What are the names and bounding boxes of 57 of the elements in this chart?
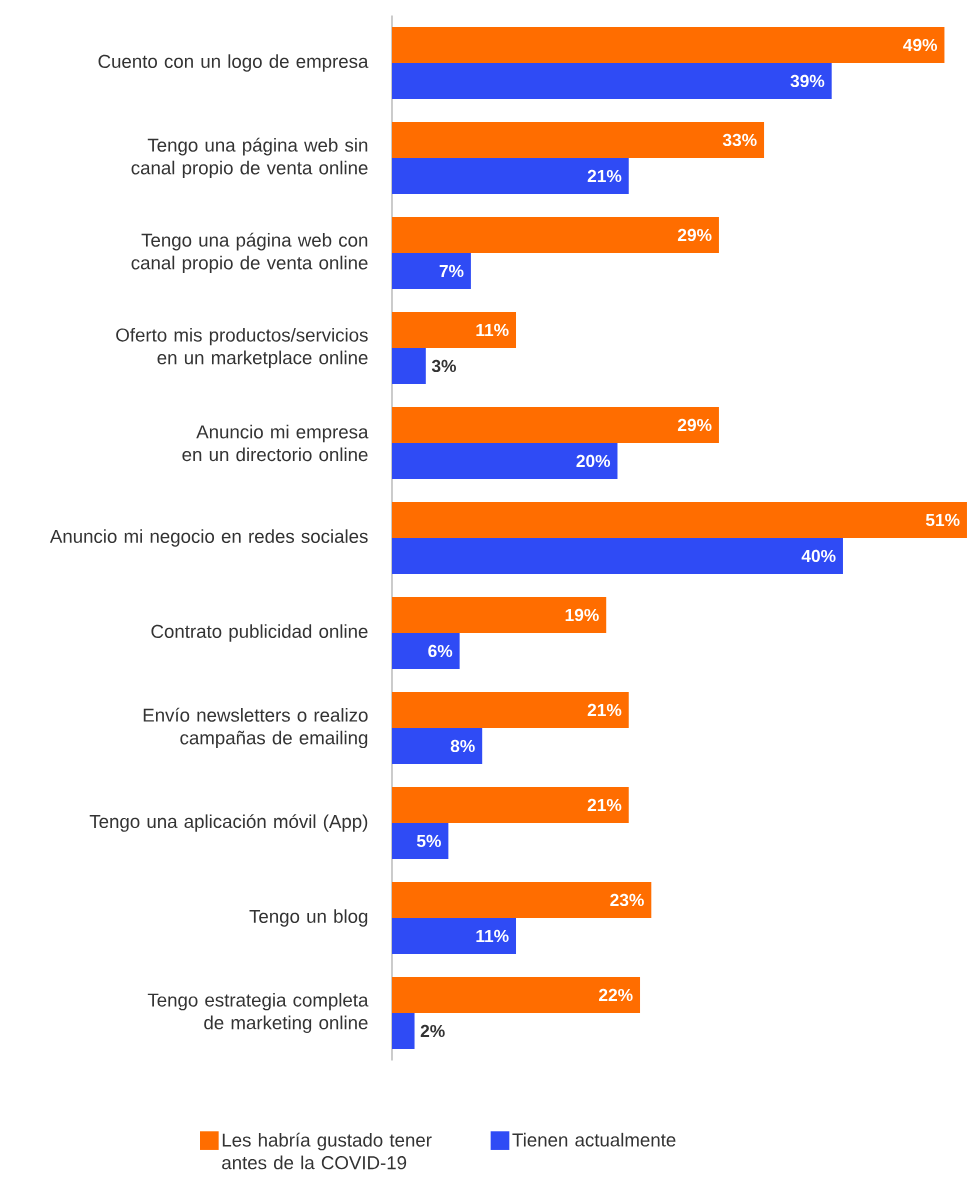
legend-label: Tienen actualmente [512,1132,676,1147]
y-tick-label: Tengo una página web sin canal propio de venta online [131,137,368,179]
bar [391,501,967,538]
bar [391,881,652,918]
bar [391,537,843,574]
y-tick-label: Tengo un blog [249,909,368,927]
bar [391,822,449,859]
y-tick-label: Tengo una página web con canal propio de venta online [131,232,368,274]
bar [391,917,517,954]
bar [391,406,719,443]
bar [391,311,517,348]
y-tick-label: Cuento con un logo de empresa [98,54,369,72]
bar [391,121,765,158]
data-label: 29% [677,228,712,242]
data-label: 51% [925,513,960,527]
bar [391,976,641,1013]
bar [391,62,832,99]
bar [391,727,483,764]
bar [391,691,629,728]
data-label: 20% [576,454,611,468]
data-label: 29% [677,418,712,432]
data-label: 21% [587,798,622,812]
bar [391,347,426,384]
data-label: 6% [428,644,453,658]
y-tick-label: Contrato publicidad online [151,624,368,642]
data-label: 39% [790,74,825,88]
data-label: 2% [420,1024,445,1038]
data-label: 11% [476,323,509,337]
data-label: 40% [801,549,836,563]
data-label: 23% [610,893,644,907]
bar [391,1012,415,1049]
data-label: 5% [416,834,441,848]
bar [391,216,719,253]
bar [391,157,629,194]
data-label: 22% [599,988,633,1002]
bar [391,786,629,823]
y-tick-label: Anuncio mi negocio en redes sociales [49,529,368,547]
y-tick-label: Oferto mis productos/servicios en un marketplace online [116,327,368,368]
legend-label: Les habría gustado tener antes de la COVID-19 [222,1132,432,1170]
bar [391,26,945,63]
bar [391,252,471,289]
data-label: 8% [450,739,475,753]
bar [391,632,460,669]
data-label: 33% [722,133,757,147]
y-tick-label: Anuncio mi empresa en un directorio online [182,424,369,462]
bar [391,442,618,479]
data-label: 21% [587,703,622,717]
data-label: 21% [587,169,622,183]
y-tick-label: Envío newsletters o realizo campañas de emailing [143,707,368,749]
data-label: 3% [431,359,457,373]
y-tick-label: Tengo una aplicación móvil (App) [89,814,368,832]
y-tick-label: Tengo estrategia completa de marketing online [147,992,369,1033]
data-label: 49% [903,38,938,52]
data-label: 7% [439,264,464,278]
data-label: 19% [565,608,599,622]
data-label: 11% [476,929,509,943]
bar [391,596,607,633]
